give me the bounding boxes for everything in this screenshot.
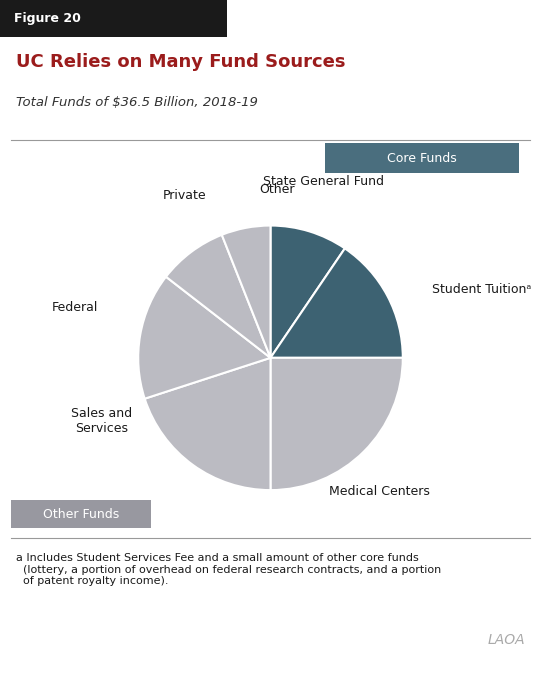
Text: Other: Other <box>259 183 295 196</box>
Text: UC Relies on Many Fund Sources: UC Relies on Many Fund Sources <box>16 53 346 71</box>
Text: LAOA: LAOA <box>487 634 525 647</box>
Text: Other Funds: Other Funds <box>43 507 119 521</box>
Text: Core Funds: Core Funds <box>387 151 457 165</box>
Text: a Includes Student Services Fee and a small amount of other core funds
  (lotter: a Includes Student Services Fee and a sm… <box>16 553 441 587</box>
FancyBboxPatch shape <box>11 500 151 528</box>
Wedge shape <box>138 277 270 399</box>
Wedge shape <box>270 225 345 358</box>
Text: Total Funds of $36.5 Billion, 2018-19: Total Funds of $36.5 Billion, 2018-19 <box>16 96 258 109</box>
Text: State General Fund: State General Fund <box>263 175 384 189</box>
Text: Federal: Federal <box>52 301 98 314</box>
FancyBboxPatch shape <box>325 143 519 173</box>
Text: Private: Private <box>163 189 206 202</box>
Wedge shape <box>166 235 270 358</box>
Text: Medical Centers: Medical Centers <box>328 485 430 498</box>
FancyBboxPatch shape <box>0 0 227 37</box>
Wedge shape <box>270 249 403 358</box>
Text: Figure 20: Figure 20 <box>14 12 81 25</box>
Text: Student Tuitionᵃ: Student Tuitionᵃ <box>432 282 531 295</box>
Wedge shape <box>270 358 403 490</box>
Wedge shape <box>222 225 270 358</box>
Wedge shape <box>144 358 270 490</box>
Text: Sales and
Services: Sales and Services <box>71 407 132 435</box>
